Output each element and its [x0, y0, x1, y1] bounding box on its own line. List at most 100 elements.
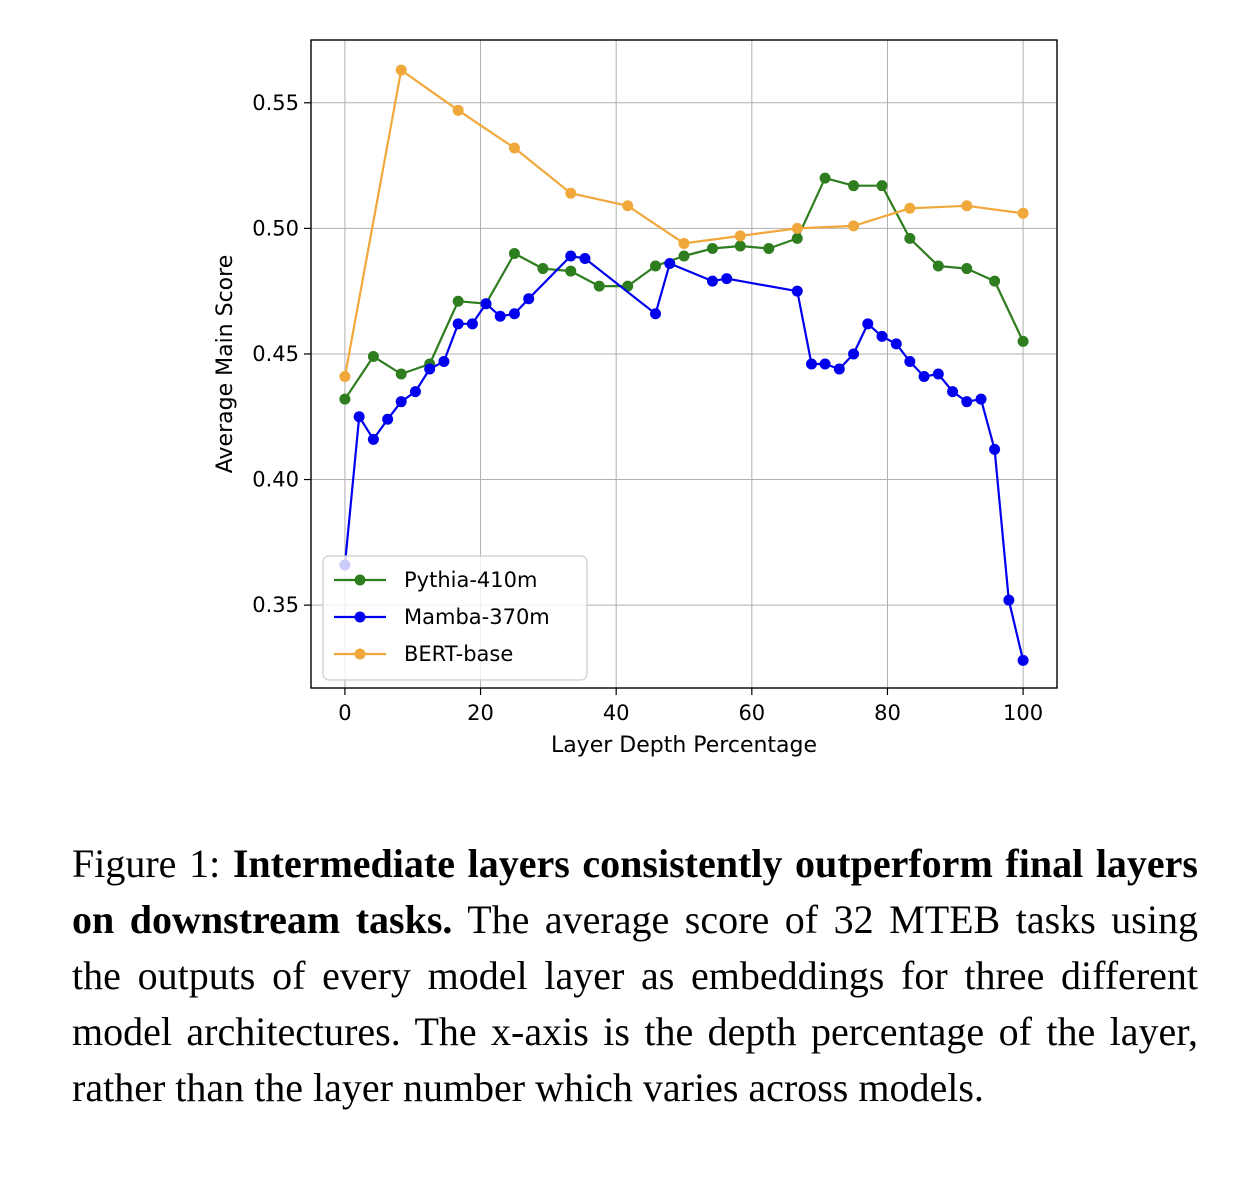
data-point-bert-base: [452, 104, 464, 116]
x-axis-label: Layer Depth Percentage: [551, 733, 817, 758]
data-point-mamba-370m: [424, 363, 436, 375]
data-point-pythia-410m: [876, 180, 888, 192]
data-point-pythia-410m: [395, 368, 407, 380]
data-point-pythia-410m: [932, 260, 944, 272]
data-point-mamba-370m: [1003, 594, 1015, 606]
data-point-mamba-370m: [961, 396, 973, 408]
data-point-pythia-410m: [537, 263, 549, 275]
data-point-mamba-370m: [452, 318, 464, 330]
data-point-pythia-410m: [904, 232, 916, 244]
data-point-pythia-410m: [734, 240, 746, 252]
data-point-mamba-370m: [819, 358, 831, 370]
data-point-bert-base: [339, 371, 351, 383]
data-point-bert-base: [508, 142, 520, 154]
data-point-mamba-370m: [650, 308, 662, 320]
data-point-mamba-370m: [862, 318, 874, 330]
x-tick-label: 20: [467, 701, 494, 725]
data-point-bert-base: [961, 200, 973, 212]
data-point-mamba-370m: [706, 275, 718, 287]
y-tick-label: 0.50: [252, 216, 299, 240]
data-point-bert-base: [1017, 207, 1029, 219]
x-tick-label: 100: [1003, 701, 1043, 725]
series-bert-base: [339, 64, 1029, 383]
data-point-pythia-410m: [565, 265, 577, 277]
data-point-mamba-370m: [791, 285, 803, 297]
data-point-mamba-370m: [480, 298, 492, 310]
data-point-mamba-370m: [523, 293, 535, 305]
data-point-bert-base: [622, 200, 634, 212]
data-point-bert-base: [734, 230, 746, 242]
data-point-pythia-410m: [848, 180, 860, 192]
data-point-mamba-370m: [494, 310, 506, 322]
data-point-mamba-370m: [989, 443, 1001, 455]
data-point-mamba-370m: [918, 371, 930, 383]
data-point-mamba-370m: [382, 413, 394, 425]
data-point-bert-base: [904, 202, 916, 214]
y-tick-label: 0.55: [252, 91, 299, 115]
data-point-mamba-370m: [947, 386, 959, 398]
data-point-mamba-370m: [721, 273, 733, 285]
line-chart: 0 20 40 60 80 100 0.35 0.40 0.45 0.50 0.55 Layer D…: [213, 39, 1058, 758]
data-point-pythia-410m: [1017, 335, 1029, 347]
legend-entry-mamba-370m: Mamba-370m: [334, 605, 550, 629]
data-point-pythia-410m: [989, 275, 1001, 287]
y-tick-label: 0.40: [252, 468, 299, 492]
data-point-pythia-410m: [508, 247, 520, 259]
data-point-mamba-370m: [438, 355, 450, 367]
data-point-bert-base: [395, 64, 407, 76]
data-point-mamba-370m: [579, 253, 591, 265]
caption-rest: The average score of 32 MTEB tasks using…: [72, 897, 1198, 1110]
data-point-mamba-370m: [395, 396, 407, 408]
data-point-pythia-410m: [791, 232, 803, 244]
figure-caption: Figure 1: Intermediate layers consistent…: [72, 836, 1198, 1116]
data-point-pythia-410m: [593, 280, 605, 292]
data-point-pythia-410m: [961, 263, 973, 275]
series-pythia-410m: [339, 172, 1029, 405]
data-point-mamba-370m: [409, 386, 421, 398]
series-line-bert-base: [343, 68, 1024, 377]
legend-frame: [322, 555, 588, 681]
data-point-pythia-410m: [819, 172, 831, 184]
caption-prefix: Figure 1:: [72, 841, 233, 886]
data-point-mamba-370m: [664, 258, 676, 270]
x-tick-label: 80: [874, 701, 901, 725]
legend-entry-pythia-410m: Pythia-410m: [334, 568, 537, 592]
data-point-mamba-370m: [876, 330, 888, 342]
caption-bold: Intermediate layers consistently outperf…: [72, 841, 1199, 942]
legend-marker-pythia-410m: [354, 574, 366, 586]
data-point-bert-base: [678, 237, 690, 249]
y-axis-label: Average Main Score: [213, 255, 238, 473]
data-point-mamba-370m: [904, 355, 916, 367]
data-point-mamba-370m: [466, 318, 478, 330]
legend-marker-mamba-370m: [354, 611, 366, 623]
data-point-mamba-370m: [805, 358, 817, 370]
legend-label-pythia-410m: Pythia-410m: [404, 568, 537, 592]
data-point-mamba-370m: [367, 433, 379, 445]
legend-marker-bert-base: [354, 648, 366, 660]
data-point-pythia-410m: [367, 350, 379, 362]
legend-label-mamba-370m: Mamba-370m: [404, 605, 550, 629]
series-mamba-370m: [339, 250, 1029, 666]
y-tick-label: 0.45: [252, 342, 299, 366]
data-point-mamba-370m: [848, 348, 860, 360]
x-tick-label: 60: [738, 701, 765, 725]
data-point-bert-base: [565, 187, 577, 199]
data-point-pythia-410m: [706, 242, 718, 254]
data-point-mamba-370m: [833, 363, 845, 375]
data-point-mamba-370m: [932, 368, 944, 380]
data-point-mamba-370m: [890, 338, 902, 350]
series-lines: [339, 64, 1029, 666]
data-point-pythia-410m: [339, 393, 351, 405]
data-point-mamba-370m: [508, 308, 520, 320]
axis-ticks: 0 20 40 60 80 100 0.35 0.40 0.45 0.50 0.55: [252, 91, 1043, 725]
plot-frame: [310, 39, 1058, 689]
data-point-mamba-370m: [975, 393, 987, 405]
y-tick-label: 0.35: [252, 593, 299, 617]
data-point-pythia-410m: [452, 295, 464, 307]
data-point-mamba-370m: [353, 411, 365, 423]
data-point-bert-base: [791, 222, 803, 234]
data-point-mamba-370m: [565, 250, 577, 262]
data-point-bert-base: [848, 220, 860, 232]
data-point-pythia-410m: [650, 260, 662, 272]
data-point-pythia-410m: [763, 242, 775, 254]
